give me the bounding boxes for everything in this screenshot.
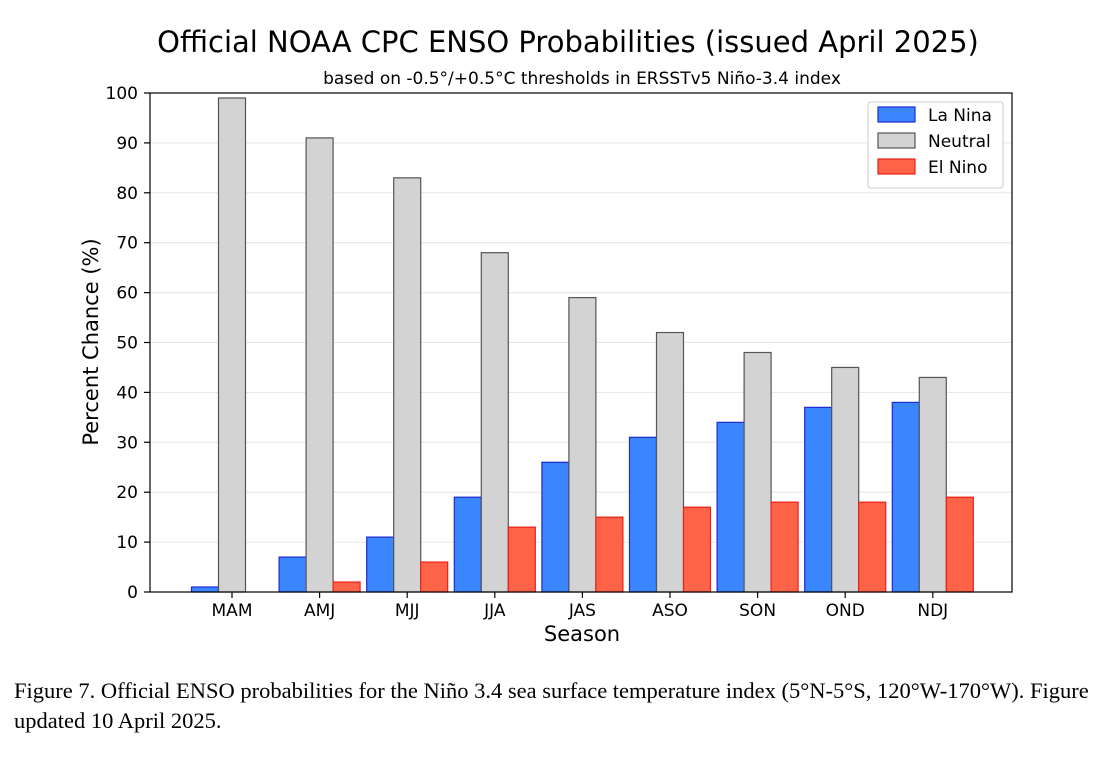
x-tick-label: OND (826, 601, 865, 621)
bar-neutral-ndj (918, 376, 947, 593)
bar-el-nino-jja (507, 526, 536, 593)
x-tick-label: JJA (483, 601, 506, 621)
x-tick-label: AMJ (304, 601, 335, 621)
y-axis-label: Percent Chance (%) (79, 238, 103, 445)
bar-el-nino-jas (595, 516, 624, 593)
bar-neutral-mam (217, 97, 247, 593)
bar-la-nina-jja (453, 496, 482, 593)
y-tick-label: 10 (116, 533, 138, 553)
enso-probability-chart: Official NOAA CPC ENSO Probabilities (is… (79, 25, 1013, 646)
bar-la-nina-son (716, 421, 745, 593)
bar-neutral-ond (831, 366, 860, 593)
x-axis-label: Season (544, 622, 620, 646)
bar-el-nino-aso (682, 506, 712, 593)
x-tick-label: SON (739, 601, 776, 621)
bar-neutral-mjj (393, 177, 422, 593)
y-tick-label: 100 (106, 84, 138, 104)
bar-la-nina-amj (278, 556, 307, 593)
bar-neutral-amj (305, 137, 334, 593)
x-tick-label: JAS (568, 601, 596, 621)
legend-label: El Nino (928, 158, 987, 178)
bar-la-nina-jas (541, 461, 570, 593)
bar-el-nino-son (770, 501, 799, 593)
bar-el-nino-ond (858, 501, 887, 593)
y-tick-label: 50 (116, 334, 138, 354)
y-tick-label: 90 (116, 134, 138, 154)
chart-title: Official NOAA CPC ENSO Probabilities (is… (157, 25, 979, 59)
bar-neutral-jja (480, 252, 509, 593)
chart-svg: Official NOAA CPC ENSO Probabilities (is… (79, 25, 1013, 646)
x-tick-label: NDJ (917, 601, 948, 621)
bars (190, 97, 974, 593)
bar-la-nina-aso (628, 436, 658, 593)
x-axis: MAM AMJ MJJ JJA JAS ASO SON OND NDJ (212, 592, 948, 621)
bar-la-nina-ndj (891, 401, 920, 593)
y-tick-label: 70 (116, 234, 138, 254)
bar-el-nino-ndj (945, 496, 974, 593)
bar-neutral-son (743, 351, 772, 593)
y-tick-label: 20 (116, 483, 138, 503)
bar-la-nina-mam (190, 586, 220, 593)
legend-label: Neutral (928, 132, 991, 152)
bar-neutral-aso (655, 331, 685, 593)
x-tick-label: MAM (212, 601, 253, 621)
y-tick-label: 0 (127, 583, 138, 603)
legend-swatch-la-nina (877, 106, 916, 123)
bar-el-nino-amj (332, 581, 361, 593)
y-tick-label: 30 (116, 433, 138, 453)
chart-subtitle: based on -0.5°/+0.5°C thresholds in ERSS… (323, 69, 841, 89)
y-tick-label: 40 (116, 383, 138, 403)
bar-el-nino-mjj (420, 561, 449, 593)
bar-neutral-jas (568, 296, 597, 593)
legend-swatch-neutral (877, 132, 916, 149)
legend-label: La Nina (928, 106, 992, 126)
y-tick-label: 60 (116, 284, 138, 304)
x-tick-label: MJJ (395, 601, 420, 621)
bar-la-nina-ond (804, 406, 833, 593)
y-axis: 0 10 20 30 40 50 60 70 80 90 100 (106, 84, 150, 603)
bar-la-nina-mjj (366, 536, 395, 593)
figure-caption: Figure 7. Official ENSO probabilities fo… (14, 678, 1089, 733)
legend: La Nina Neutral El Nino (867, 101, 1004, 189)
x-tick-label: ASO (652, 601, 688, 621)
y-tick-label: 80 (116, 184, 138, 204)
legend-swatch-el-nino (877, 158, 916, 175)
